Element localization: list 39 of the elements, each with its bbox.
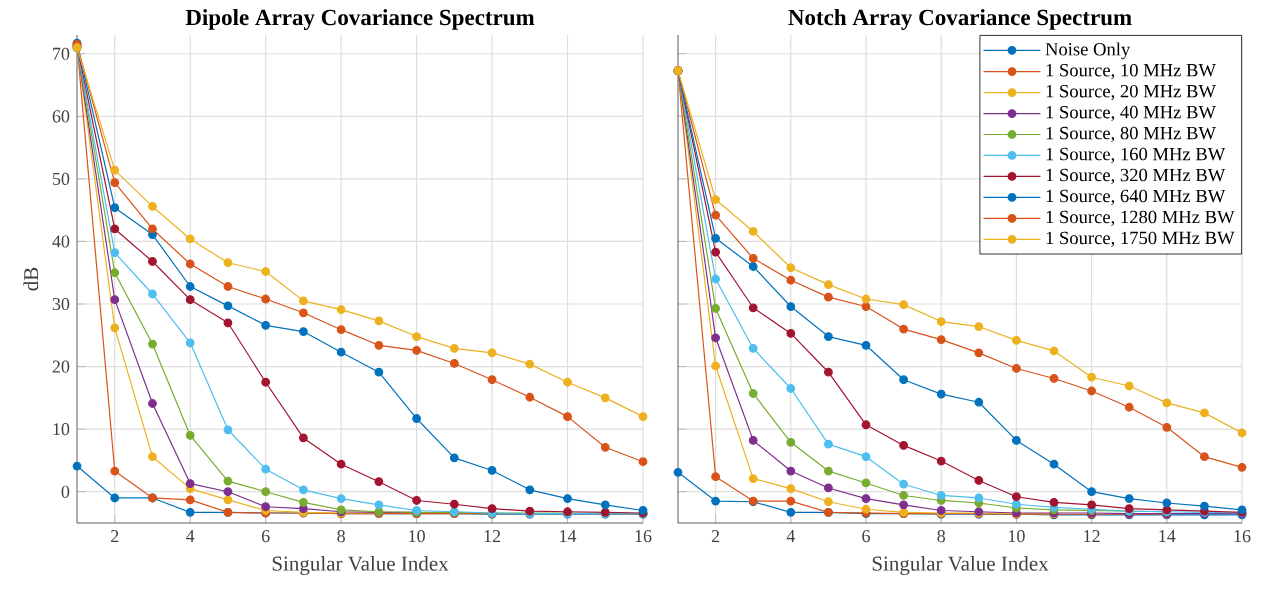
y-tick-label: 20 [52, 360, 70, 373]
x-axis-title: Singular Value Index [872, 555, 1049, 576]
y-tick-label: 10 [53, 423, 70, 436]
x-tick-label: 12 [1084, 530, 1100, 542]
x-tick-label: 2 [711, 530, 720, 542]
x-tick-label: 16 [635, 530, 652, 543]
x-tick-label: 6 [862, 530, 870, 543]
y-tick-label: 40 [52, 235, 70, 248]
legend-label: 1 Source, 160 MHz BW [1046, 147, 1226, 164]
x-tick-label: 8 [337, 530, 345, 543]
y-tick-label: 70 [53, 47, 70, 60]
legend-label: 1 Source, 80 MHz BW [1046, 126, 1216, 143]
x-tick-label: 4 [786, 530, 796, 542]
x-tick-label: 2 [111, 530, 119, 542]
y-tick-label: 0 [61, 485, 70, 498]
legend-label: 1 Source, 10 MHz BW [1046, 63, 1216, 80]
x-tick-label: 16 [1234, 530, 1251, 543]
x-tick-label: 6 [261, 530, 270, 543]
x-tick-label: 12 [484, 530, 501, 542]
x-tick-label: 14 [1159, 530, 1176, 542]
x-tick-label: 4 [186, 530, 195, 542]
legend-label: 1 Source, 40 MHz BW [1046, 105, 1216, 122]
legend-label: 1 Source, 320 MHz BW [1046, 168, 1226, 184]
x-tick-label: 10 [1008, 530, 1025, 543]
y-tick-label: 50 [52, 172, 70, 185]
legend-label: Noise Only [1045, 42, 1131, 60]
legend-label: 1 Source, 640 MHz BW [1046, 189, 1226, 205]
x-axis-title: Singular Value Index [272, 555, 449, 576]
legend-label: 1 Source, 1750 MHz BW [1046, 231, 1235, 247]
y-axis-title: dB [23, 267, 39, 291]
y-tick-label: 60 [52, 110, 70, 123]
y-tick-label: 30 [52, 297, 70, 311]
chart-title: Dipole Array Covariance Spectrum [185, 9, 535, 30]
chart-title: Notch Array Covariance Spectrum [788, 9, 1132, 30]
x-tick-label: 8 [937, 530, 946, 543]
x-tick-label: 10 [409, 530, 425, 543]
legend-label: 1 Source, 1280 MHz BW [1046, 210, 1235, 226]
legend-label: 1 Source, 20 MHz BW [1046, 84, 1216, 101]
x-tick-label: 14 [560, 530, 577, 542]
